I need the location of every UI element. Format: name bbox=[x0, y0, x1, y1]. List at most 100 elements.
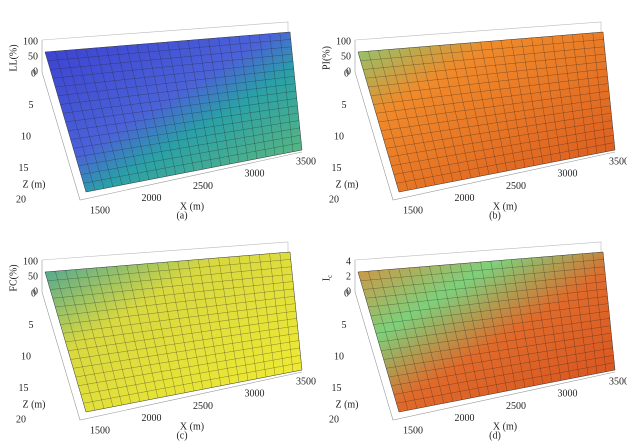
v-axis-label: LL(%) bbox=[8, 44, 19, 71]
x-tick-label: 1500 bbox=[90, 425, 110, 436]
mesh-line bbox=[365, 273, 606, 299]
x-tick-label: 3000 bbox=[558, 389, 578, 400]
v-tick-label: 50 bbox=[28, 51, 38, 62]
mesh-line bbox=[57, 68, 294, 96]
z-tick-label: 0 bbox=[344, 68, 349, 79]
z-tick-label: 5 bbox=[29, 100, 34, 111]
mesh-line bbox=[62, 83, 296, 114]
v-axis-label: Ic bbox=[321, 275, 333, 281]
axis-box bbox=[41, 21, 289, 41]
surface bbox=[44, 251, 303, 413]
mesh-line bbox=[368, 61, 607, 88]
caption: (c) bbox=[176, 430, 187, 441]
mesh-line bbox=[50, 46, 292, 70]
mesh-line bbox=[396, 142, 615, 184]
z-tick-label: 15 bbox=[19, 163, 29, 174]
x-tick-label: 2000 bbox=[455, 413, 475, 424]
v-tick-label: 4 bbox=[346, 256, 351, 267]
mesh-line bbox=[75, 340, 300, 378]
mesh-line bbox=[73, 332, 299, 369]
z-tick-label: 10 bbox=[334, 131, 344, 142]
z-tick-label: 5 bbox=[29, 320, 34, 331]
mesh-line bbox=[363, 46, 605, 70]
surface bbox=[357, 31, 616, 193]
z-tick-label: 0 bbox=[31, 288, 36, 299]
mesh-line bbox=[365, 53, 606, 79]
v-axis-label: FC(%) bbox=[8, 264, 19, 291]
x-axis-label: X (m) bbox=[493, 421, 517, 432]
axis-box bbox=[41, 40, 303, 201]
v-tick-label: 0 bbox=[346, 66, 351, 77]
z-tick-label: 0 bbox=[344, 288, 349, 299]
x-tick-label: 3000 bbox=[245, 169, 265, 180]
mesh-line bbox=[65, 310, 297, 343]
z-tick-label: 20 bbox=[329, 414, 339, 425]
mesh-line bbox=[383, 325, 611, 360]
mesh-line bbox=[381, 318, 610, 351]
x-axis-label: X (m) bbox=[493, 201, 517, 212]
v-tick-label: 2 bbox=[346, 271, 351, 282]
mesh-line bbox=[373, 296, 608, 325]
v-tick-label: 0 bbox=[33, 286, 38, 297]
z-tick-label: 15 bbox=[19, 383, 29, 394]
caption: (a) bbox=[176, 210, 187, 221]
x-tick-label: 2000 bbox=[142, 413, 162, 424]
mesh-line bbox=[368, 281, 607, 308]
v-tick-label: 100 bbox=[23, 256, 38, 267]
v-axis-label-sub: c bbox=[326, 275, 334, 278]
z-axis-label: Z (m) bbox=[335, 179, 358, 190]
caption: (b) bbox=[489, 210, 501, 221]
mesh-line bbox=[373, 76, 608, 105]
v-tick-label: 0 bbox=[346, 286, 351, 297]
x-axis-label: X (m) bbox=[180, 421, 204, 432]
z-tick-label: 20 bbox=[16, 414, 26, 425]
z-tick-label: 0 bbox=[31, 68, 36, 79]
mesh-line bbox=[393, 135, 614, 175]
x-tick-label: 2500 bbox=[193, 181, 213, 192]
mesh-line bbox=[65, 90, 297, 123]
mesh-line bbox=[360, 259, 604, 281]
x-tick-label: 2500 bbox=[506, 181, 526, 192]
x-tick-label: 3000 bbox=[245, 389, 265, 400]
mesh-line bbox=[68, 98, 297, 131]
mesh-line bbox=[391, 127, 613, 166]
mesh-line bbox=[73, 112, 299, 149]
x-tick-label: 3500 bbox=[296, 376, 316, 387]
mesh-line bbox=[50, 266, 292, 290]
z-tick-label: 15 bbox=[332, 163, 342, 174]
mesh-line bbox=[386, 112, 612, 149]
mesh-line bbox=[57, 288, 294, 316]
x-tick-label: 1500 bbox=[403, 425, 423, 436]
mesh-line bbox=[370, 288, 607, 316]
mesh-line bbox=[80, 355, 301, 395]
mesh-line bbox=[381, 98, 610, 131]
x-tick-label: 2500 bbox=[506, 401, 526, 412]
mesh-line bbox=[391, 347, 613, 386]
mesh-line bbox=[83, 142, 302, 184]
z-axis-label: Z (m) bbox=[22, 399, 45, 410]
mesh-line bbox=[393, 355, 614, 395]
mesh-line bbox=[383, 105, 611, 140]
z-tick-label: 10 bbox=[334, 351, 344, 362]
mesh-line bbox=[378, 90, 610, 123]
surface bbox=[357, 251, 616, 413]
mesh-line bbox=[55, 281, 294, 308]
mesh-line bbox=[47, 39, 291, 61]
z-axis-label: Z (m) bbox=[335, 399, 358, 410]
z-tick-label: 10 bbox=[21, 351, 31, 362]
mesh-line bbox=[60, 76, 295, 105]
z-tick-label: 10 bbox=[21, 131, 31, 142]
axis-box bbox=[354, 21, 602, 41]
x-tick-label: 2500 bbox=[193, 401, 213, 412]
mesh-line bbox=[62, 303, 296, 334]
mesh-line bbox=[75, 120, 300, 158]
x-tick-label: 2000 bbox=[455, 193, 475, 204]
z-tick-label: 15 bbox=[332, 383, 342, 394]
v-tick-label: 100 bbox=[23, 36, 38, 47]
mesh-line bbox=[68, 318, 297, 351]
mesh-line bbox=[375, 83, 609, 114]
